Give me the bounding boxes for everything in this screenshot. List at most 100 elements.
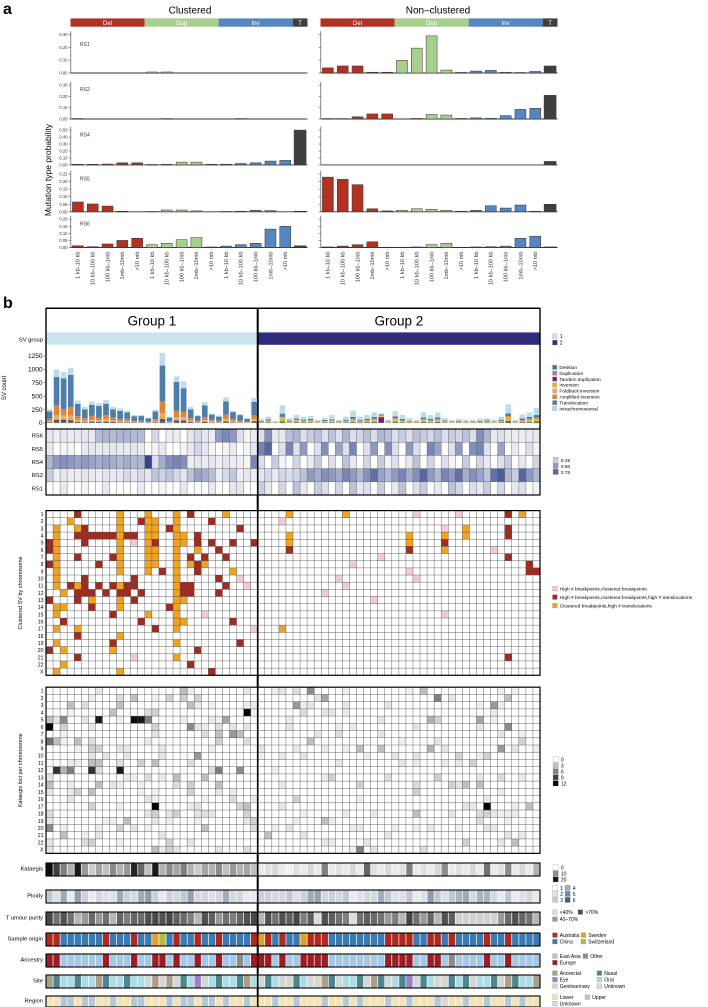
svg-text:2: 2 xyxy=(41,696,44,702)
svg-text:China: China xyxy=(560,940,573,946)
svg-text:3: 3 xyxy=(41,526,44,532)
svg-text:Inv: Inv xyxy=(252,21,260,27)
svg-text:T: T xyxy=(548,21,552,27)
svg-text:0.10: 0.10 xyxy=(59,231,68,236)
svg-text:12: 12 xyxy=(561,782,567,788)
svg-text:1 kb–10 kb: 1 kb–10 kb xyxy=(150,252,156,279)
svg-text:6: 6 xyxy=(41,548,44,554)
svg-text:100 kb–1mb: 100 kb–1mb xyxy=(355,252,361,283)
svg-text:X: X xyxy=(40,848,44,854)
svg-text:RS6: RS6 xyxy=(80,222,90,228)
svg-text:Translocation: Translocation xyxy=(559,400,588,406)
svg-text:Unknown: Unknown xyxy=(604,984,625,990)
svg-text:X: X xyxy=(40,670,44,676)
svg-text:0.10: 0.10 xyxy=(59,155,68,160)
svg-text:1: 1 xyxy=(41,689,44,695)
svg-text:>10 mb: >10 mb xyxy=(385,252,391,271)
svg-text:8: 8 xyxy=(41,562,44,568)
svg-text:1: 1 xyxy=(560,334,563,340)
svg-text:20: 20 xyxy=(38,826,44,832)
svg-text:RS1: RS1 xyxy=(80,42,90,48)
svg-text:T umour purity: T umour purity xyxy=(6,915,43,921)
svg-text:Clustered breakpoints,high # t: Clustered breakpoints,high # translocati… xyxy=(560,604,653,610)
svg-text:1 kb–10 kb: 1 kb–10 kb xyxy=(474,252,480,279)
svg-text:Sample origin: Sample origin xyxy=(8,936,43,942)
svg-text:Del: Del xyxy=(353,21,362,27)
svg-text:9: 9 xyxy=(561,776,564,782)
svg-text:Deletion: Deletion xyxy=(559,365,577,371)
svg-text:22: 22 xyxy=(38,662,44,668)
svg-text:11: 11 xyxy=(38,761,43,767)
svg-text:Inversion: Inversion xyxy=(559,383,579,389)
svg-text:13: 13 xyxy=(38,775,44,781)
svg-text:Kataegis: Kataegis xyxy=(20,866,43,872)
svg-text:Group 2: Group 2 xyxy=(374,314,423,329)
svg-text:Clustered: Clustered xyxy=(169,6,212,17)
svg-text:RS2: RS2 xyxy=(80,87,90,93)
svg-text:100 kb–1mb: 100 kb–1mb xyxy=(253,252,259,283)
svg-text:10 kb–100 kb: 10 kb–100 kb xyxy=(239,252,245,286)
svg-text:1mb–10mb: 1mb–10mb xyxy=(518,252,524,280)
svg-text:RS4: RS4 xyxy=(32,460,44,466)
svg-text:>10 mb: >10 mb xyxy=(533,252,539,271)
svg-text:Site: Site xyxy=(33,978,43,984)
svg-text:3: 3 xyxy=(560,898,563,904)
svg-text:0.10: 0.10 xyxy=(59,194,68,199)
svg-text:7: 7 xyxy=(41,555,44,561)
svg-text:1: 1 xyxy=(41,512,44,518)
svg-text:Nasal: Nasal xyxy=(604,971,617,977)
svg-text:RS5: RS5 xyxy=(80,177,90,183)
svg-text:0.50: 0.50 xyxy=(59,128,68,133)
svg-text:20: 20 xyxy=(38,648,44,654)
svg-text:High # breakpoints,clustered b: High # breakpoints,clustered breakpoints… xyxy=(560,595,693,601)
svg-text:0.50: 0.50 xyxy=(561,464,571,470)
svg-text:10 kb–100 kb: 10 kb–100 kb xyxy=(415,252,421,286)
svg-text:RS5: RS5 xyxy=(32,447,43,453)
svg-text:22: 22 xyxy=(38,840,44,846)
svg-text:5: 5 xyxy=(41,541,44,547)
svg-text:4: 4 xyxy=(573,886,576,892)
svg-text:10 kb–100 kb: 10 kb–100 kb xyxy=(165,252,171,286)
svg-text:RS1: RS1 xyxy=(32,486,43,492)
svg-text:0: 0 xyxy=(561,866,564,872)
svg-text:6: 6 xyxy=(561,770,564,776)
svg-text:5: 5 xyxy=(41,718,44,724)
svg-text:17: 17 xyxy=(38,627,44,633)
svg-text:100 kb–1mb: 100 kb–1mb xyxy=(503,251,509,282)
svg-text:6: 6 xyxy=(573,898,576,904)
svg-text:SV group: SV group xyxy=(19,338,43,344)
svg-text:0.15: 0.15 xyxy=(59,224,68,229)
svg-text:16: 16 xyxy=(38,797,44,803)
svg-text:1: 1 xyxy=(560,886,563,892)
svg-text:High # breakpoints,clustered b: High # breakpoints,clustered breakpoints xyxy=(560,587,648,593)
svg-text:Upper: Upper xyxy=(592,995,606,1001)
svg-text:1mb–10mb: 1mb–10mb xyxy=(194,252,200,280)
svg-text:T: T xyxy=(298,21,302,27)
svg-text:Other: Other xyxy=(590,954,603,960)
svg-text:0.10: 0.10 xyxy=(59,105,68,110)
svg-text:Genitourinary: Genitourinary xyxy=(560,984,591,990)
svg-text:15: 15 xyxy=(38,790,44,796)
svg-text:1 kb–10 kb: 1 kb–10 kb xyxy=(326,252,332,279)
svg-text:Duplication: Duplication xyxy=(559,371,583,377)
svg-text:10: 10 xyxy=(38,577,44,583)
svg-text:10 kb–100 kb: 10 kb–100 kb xyxy=(489,252,495,286)
svg-text:100 kb–1mb: 100 kb–1mb xyxy=(105,252,111,283)
svg-text:0.00: 0.00 xyxy=(59,245,68,250)
svg-text:3: 3 xyxy=(41,703,44,709)
svg-text:0.75: 0.75 xyxy=(561,470,571,476)
svg-text:0.00: 0.00 xyxy=(59,209,68,214)
svg-text:4: 4 xyxy=(41,534,44,540)
svg-text:1mb–10mb: 1mb–10mb xyxy=(444,252,450,280)
svg-text:Eye: Eye xyxy=(560,978,569,984)
svg-text:12: 12 xyxy=(38,768,44,774)
svg-text:18: 18 xyxy=(38,812,44,818)
svg-text:1000: 1000 xyxy=(28,367,43,374)
svg-text:Dup: Dup xyxy=(426,21,438,27)
svg-text:>70%: >70% xyxy=(585,910,598,916)
svg-text:>10 mb: >10 mb xyxy=(135,252,141,271)
svg-text:0.10: 0.10 xyxy=(59,58,68,63)
svg-text:10: 10 xyxy=(561,872,567,878)
svg-text:17: 17 xyxy=(38,804,44,810)
svg-text:3: 3 xyxy=(561,764,564,770)
